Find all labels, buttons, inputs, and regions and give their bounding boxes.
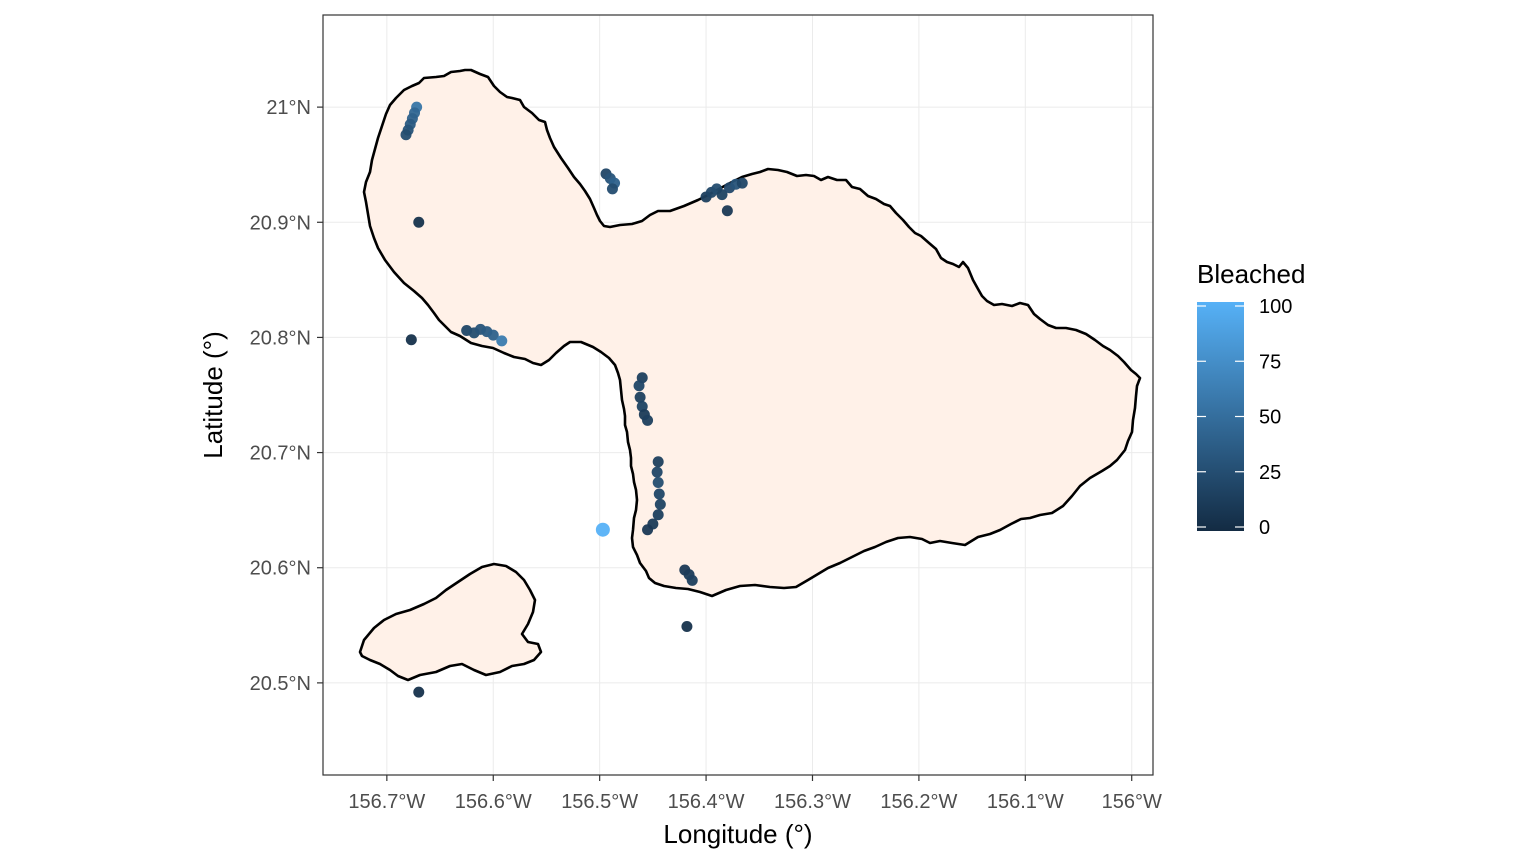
survey-point bbox=[496, 335, 508, 347]
survey-point bbox=[736, 177, 748, 189]
legend-tick-label: 75 bbox=[1259, 351, 1281, 373]
x-tick-label: 156.7°W bbox=[348, 791, 425, 813]
survey-point bbox=[405, 334, 417, 346]
x-axis-title: Longitude (°) bbox=[663, 819, 812, 849]
x-tick-label: 156.1°W bbox=[987, 791, 1064, 813]
legend-tick-label: 25 bbox=[1259, 462, 1281, 484]
y-tick-label: 20.6°N bbox=[250, 558, 311, 580]
survey-point bbox=[716, 189, 728, 201]
survey-point bbox=[654, 498, 666, 510]
legend-tick-label: 50 bbox=[1259, 407, 1281, 429]
color-legend: Bleached 100 75 50 25 0 bbox=[1197, 259, 1305, 539]
survey-point bbox=[487, 329, 499, 341]
survey-point bbox=[686, 574, 698, 586]
survey-point bbox=[653, 488, 665, 500]
survey-point bbox=[681, 620, 693, 632]
x-tick-label: 156.5°W bbox=[561, 791, 638, 813]
maui-island bbox=[362, 68, 1142, 598]
plot-border bbox=[322, 14, 1154, 776]
y-axis-title: Latitude (°) bbox=[198, 331, 228, 458]
survey-point bbox=[642, 524, 654, 536]
x-axis: 156.7°W 156.6°W 156.5°W 156.4°W 156.3°W 156.2… bbox=[348, 775, 1162, 813]
survey-points bbox=[400, 101, 748, 698]
survey-point bbox=[652, 509, 664, 521]
survey-point bbox=[652, 456, 664, 468]
survey-point bbox=[400, 129, 412, 141]
y-tick-label: 20.7°N bbox=[250, 443, 311, 465]
y-tick-label: 20.5°N bbox=[250, 673, 311, 695]
legend-title: Bleached bbox=[1197, 259, 1305, 289]
survey-point bbox=[651, 466, 663, 478]
survey-point bbox=[606, 183, 618, 195]
survey-point bbox=[595, 522, 610, 537]
x-tick-label: 156.3°W bbox=[774, 791, 851, 813]
x-tick-label: 156.6°W bbox=[455, 791, 532, 813]
survey-point bbox=[652, 477, 664, 489]
legend-tick-label: 0 bbox=[1259, 517, 1270, 539]
y-tick-label: 20.9°N bbox=[250, 212, 311, 234]
survey-point bbox=[642, 414, 654, 426]
survey-point bbox=[721, 205, 733, 217]
survey-point bbox=[633, 380, 645, 392]
y-axis: 20.5°N 20.6°N 20.7°N 20.8°N 20.9°N 21°N bbox=[250, 97, 323, 695]
x-tick-label: 156.4°W bbox=[668, 791, 745, 813]
y-tick-label: 21°N bbox=[266, 97, 311, 119]
legend-ticks: 100 75 50 25 0 bbox=[1197, 296, 1292, 539]
survey-point bbox=[634, 391, 646, 403]
survey-point bbox=[413, 216, 425, 228]
x-tick-label: 156.2°W bbox=[880, 791, 957, 813]
x-tick-label: 156°W bbox=[1102, 791, 1162, 813]
y-tick-label: 20.8°N bbox=[250, 327, 311, 349]
legend-tick-label: 100 bbox=[1259, 296, 1292, 318]
kahoolawe-island bbox=[358, 562, 543, 682]
land-layer bbox=[358, 68, 1142, 682]
survey-point bbox=[413, 686, 425, 698]
